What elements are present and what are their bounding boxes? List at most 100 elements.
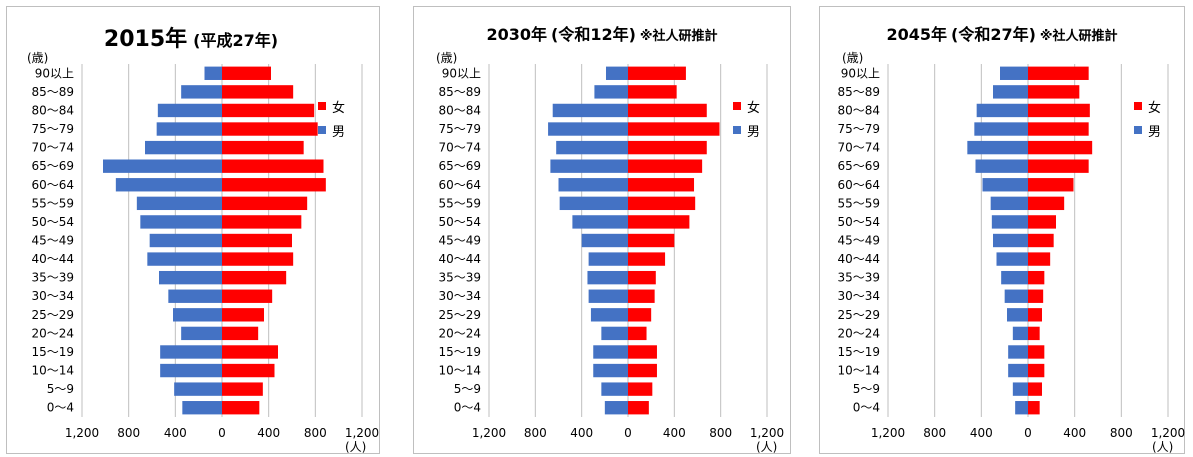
bar-male [147,252,222,266]
bar-female [1028,252,1051,266]
age-label: 35〜39 [837,271,880,285]
bar-male [156,122,222,136]
bar-female [628,140,707,155]
legend: 女 男 [733,94,760,142]
age-label: 25〜29 [438,308,481,322]
bar-male [581,233,628,248]
age-label: 40〜44 [438,252,481,266]
bar-male [993,233,1028,248]
bar-male [605,66,628,80]
age-label: 85〜89 [438,85,481,99]
bar-male [594,85,628,99]
age-label: 65〜69 [438,159,481,173]
bar-male [548,122,628,136]
age-label: 60〜64 [438,178,481,192]
bar-male [552,103,628,118]
x-tick-label: 400 [1063,426,1086,440]
bar-female [1028,233,1054,248]
age-label: 70〜74 [31,141,74,155]
bar-female [628,345,657,359]
age-label: 60〜64 [31,178,74,192]
bar-female [1028,66,1089,80]
bar-female [1028,85,1080,99]
bar-male [967,140,1028,155]
x-tick-label: 1,200 [472,426,506,440]
bar-male [145,140,222,155]
bar-female [222,270,287,285]
bar-male [1007,308,1028,322]
x-unit-label: (人) [756,440,778,454]
age-label: 35〜39 [31,271,74,285]
bar-male [136,196,222,211]
age-label: 75〜79 [31,122,74,136]
bar-female [222,103,315,118]
bar-male [593,345,628,359]
bar-male [174,382,222,396]
bar-female [628,252,666,266]
age-label: 55〜59 [31,196,74,210]
legend-item-female: 女 [733,94,760,118]
age-label: 75〜79 [438,122,481,136]
bar-male [1008,363,1028,378]
age-label: 80〜84 [438,103,481,117]
age-label: 30〜34 [837,289,880,303]
x-tick-label: 400 [970,426,993,440]
population-pyramid-2045: 1,200 800 400 0 400 800 1,200 0〜4 5〜9 10〜14 15〜19 2… [837,64,1185,440]
bar-female [1028,326,1040,341]
legend-swatch-male [318,126,326,134]
bar-male [140,215,222,229]
bar-female [1028,345,1045,359]
bar-male [590,308,628,322]
bar-female [222,401,260,415]
bar-female [628,159,703,173]
bar-female [222,66,271,80]
bar-female [222,252,294,266]
bar-female [1028,382,1042,396]
legend-label-female: 女 [332,100,346,116]
bar-female [222,159,324,173]
bar-female [222,178,326,192]
x-tick-label: 800 [923,426,946,440]
bar-female [1028,401,1040,415]
age-label: 40〜44 [31,252,74,266]
legend-item-female: 女 [1134,94,1161,118]
bar-female [628,363,657,378]
bar-male [982,178,1028,192]
age-label: 50〜54 [31,215,74,229]
age-label: 5〜9 [47,382,74,396]
bar-male [1008,345,1028,359]
bar-male [115,178,222,192]
bar-female [628,233,675,248]
bar-male [556,140,628,155]
legend-swatch-male [1134,126,1142,134]
bar-male [160,363,222,378]
bar-male [149,233,222,248]
age-label: 90以上 [442,66,481,80]
bar-female [222,363,275,378]
population-pyramid-2015: 1,200 800 400 0 400 800 1,200 0〜4 5〜9 10〜14 15〜19 2… [31,64,379,440]
bar-female [628,196,696,211]
x-tick-label: 400 [164,426,187,440]
chart-panel-2030: 2030年 (令和12年) ※社人研推計 (歳) 女 男 (人) 1,200 800 4… [413,6,791,454]
bar-male [168,289,222,303]
bar-male [181,326,222,341]
age-label: 55〜59 [438,196,481,210]
legend: 女 男 [318,94,345,142]
age-label: 15〜19 [438,345,481,359]
bar-female [222,326,259,341]
legend-item-male: 男 [733,118,760,142]
age-label: 30〜34 [31,289,74,303]
bar-male [1015,401,1028,415]
age-label: 40〜44 [837,252,880,266]
legend-item-male: 男 [1134,118,1161,142]
chart-note: ※社人研推計 [639,29,718,44]
bar-male [588,252,628,266]
age-label: 5〜9 [853,382,880,396]
bar-male [993,85,1028,99]
bar-male [182,401,222,415]
chart-title-main: 2045年 [886,25,947,44]
chart-note: ※社人研推計 [1039,29,1118,44]
bar-male [975,159,1028,173]
bar-female [628,178,695,192]
bar-female [1028,140,1093,155]
